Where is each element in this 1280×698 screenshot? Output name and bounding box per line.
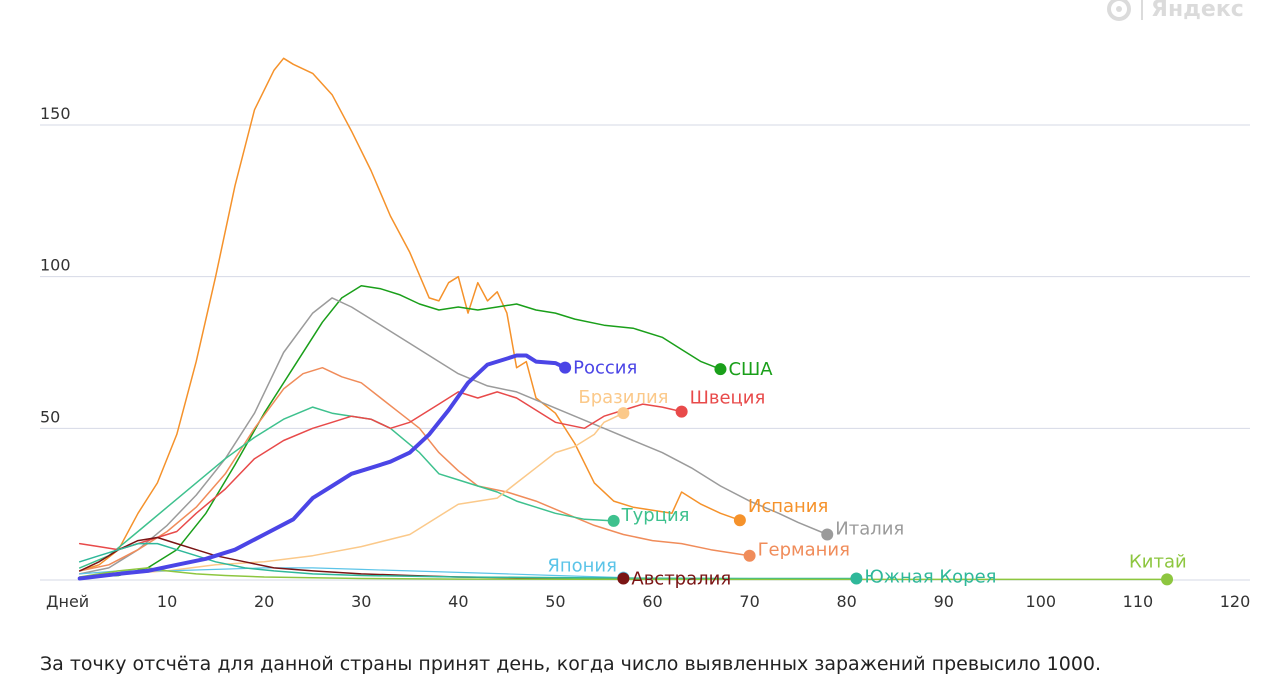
y-tick-label: 150 <box>40 104 71 123</box>
series-line-11 <box>77 353 568 581</box>
series-line-9 <box>78 542 858 580</box>
x-tick-label: 60 <box>642 592 662 611</box>
x-tick-label: 80 <box>836 592 856 611</box>
x-tick-label: 110 <box>1123 592 1154 611</box>
series-label-5: Швеция <box>690 388 766 409</box>
series-line-1 <box>78 285 722 578</box>
series-label-2: Италия <box>835 519 904 540</box>
series-line-6 <box>78 412 625 578</box>
series-end-marker-4 <box>607 514 620 527</box>
series-label-9: Южная Корея <box>864 566 996 587</box>
chart-axes: 50 100 150 Дней 10 20 30 40 50 60 70 80 90 100 110 120 <box>40 104 1250 611</box>
series-label-7: Япония <box>547 556 617 577</box>
x-tick-label: 100 <box>1026 592 1057 611</box>
x-tick-label: 70 <box>739 592 759 611</box>
series-end-marker-6 <box>617 407 630 420</box>
series-label-1: США <box>728 359 773 380</box>
series-end-marker-0 <box>733 514 746 527</box>
series-end-marker-9 <box>850 572 863 585</box>
x-tick-label: 50 <box>545 592 565 611</box>
series-end-marker-2 <box>821 528 834 541</box>
series-label-6: Бразилия <box>578 387 668 408</box>
series-label-3: Германия <box>758 540 850 561</box>
series-end-marker-3 <box>743 549 756 562</box>
yandex-logo: Яндекс <box>1107 0 1244 24</box>
series-label-11: Россия <box>573 358 637 379</box>
logo-text: Яндекс <box>1151 0 1244 22</box>
series-line-10 <box>78 567 1168 581</box>
yandex-circle-icon <box>1107 0 1131 21</box>
x-tick-label: 10 <box>157 592 177 611</box>
y-tick-label: 50 <box>40 407 60 426</box>
logo-divider <box>1141 0 1143 20</box>
chart-footnote: За точку отсчёта для данной страны приня… <box>40 653 1102 675</box>
series-end-marker-10 <box>1161 573 1174 586</box>
x-tick-label: 20 <box>254 592 274 611</box>
y-tick-label: 100 <box>40 256 71 275</box>
series-label-10: Китай <box>1129 551 1187 572</box>
series-end-marker-11 <box>559 361 572 374</box>
x-tick-label: 30 <box>351 592 371 611</box>
series-label-8: Австралия <box>631 568 731 589</box>
series-line-0 <box>78 57 741 572</box>
series-line-5 <box>78 391 683 551</box>
series-end-marker-5 <box>675 405 688 418</box>
x-tick-label: 40 <box>448 592 468 611</box>
x-axis-label: Дней <box>46 592 89 611</box>
series-line-2 <box>78 297 829 575</box>
series-line-3 <box>78 366 751 572</box>
series-label-4: Турция <box>621 505 690 526</box>
x-tick-label: 120 <box>1220 592 1251 611</box>
series-end-marker-1 <box>714 363 727 376</box>
series-label-0: Испания <box>748 496 828 517</box>
series-end-marker-8 <box>617 572 630 585</box>
x-tick-label: 90 <box>934 592 954 611</box>
chart-series <box>77 57 1168 581</box>
series-line-8 <box>78 536 625 580</box>
